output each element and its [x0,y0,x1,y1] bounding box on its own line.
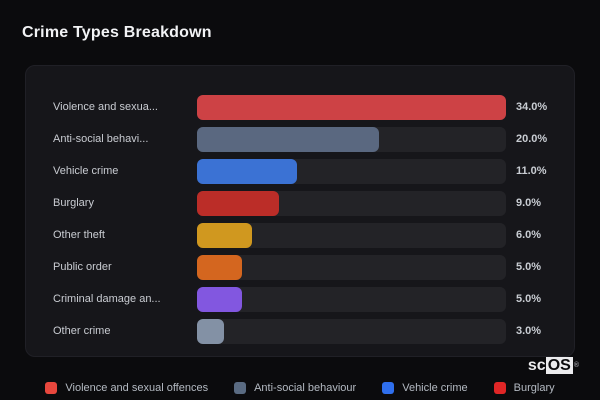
legend-label: Anti-social behaviour [254,382,357,394]
bar-track [197,318,506,344]
legend-swatch-icon [45,382,58,394]
legend-item[interactable]: Violence and sexual offences [45,382,208,394]
legend-item[interactable]: Burglary [493,382,555,394]
legend-swatch-icon [382,382,395,394]
legend-label: Violence and sexual offences [65,382,209,394]
bar-track [197,254,506,280]
bar-track [197,190,506,216]
bar[interactable] [197,94,506,120]
bar[interactable] [197,190,279,216]
legend-label: Vehicle crime [402,382,468,394]
value-label: 9.0% [516,197,542,209]
value-label: 5.0% [516,261,542,273]
chart-row: Criminal damage an... 5.0% [26,283,574,315]
bar[interactable] [197,286,243,312]
bar-track [197,158,506,184]
chart-row: Vehicle crime 11.0% [26,155,574,187]
category-label: Burglary [53,197,94,209]
chart-row: Other crime 3.0% [26,315,574,347]
bar-track [197,126,506,152]
bar-track [197,94,506,120]
logo-text-sc: sc [527,357,546,374]
bar-track [197,222,506,248]
category-label: Anti-social behavi... [53,133,149,145]
chart-row: Other theft 6.0% [26,219,574,251]
category-label: Vehicle crime [53,165,119,177]
bar[interactable] [197,126,379,152]
category-label: Criminal damage an... [53,293,161,305]
category-label: Other crime [53,325,111,337]
bar-track [197,286,506,312]
page-title: Crime Types Breakdown [22,24,212,41]
legend-item[interactable]: Anti-social behaviour [234,382,356,394]
value-label: 5.0% [516,293,542,305]
bar[interactable] [197,158,297,184]
scos-logo: sc OS ® [528,356,579,376]
chart-row: Burglary 9.0% [26,187,574,219]
bar-chart: Violence and sexua... 34.0% Anti-social be… [26,91,574,347]
value-label: 3.0% [516,325,542,337]
registered-trademark-icon: ® [573,362,579,369]
category-label: Violence and sexua... [53,101,158,113]
legend-swatch-icon [234,382,247,394]
chart-panel: Violence and sexua... 34.0% Anti-social be… [25,65,575,357]
logo-text-os: OS [545,357,573,374]
value-label: 6.0% [516,229,542,241]
chart-legend: Violence and sexual offences Anti-social … [0,382,600,394]
value-label: 34.0% [516,101,548,113]
value-label: 20.0% [516,133,548,145]
category-label: Other theft [53,229,105,241]
chart-row: Violence and sexua... 34.0% [26,91,574,123]
legend-swatch-icon [493,382,506,394]
legend-item[interactable]: Vehicle crime [382,382,468,394]
value-label: 11.0% [516,165,547,177]
bar[interactable] [197,254,243,280]
category-label: Public order [53,261,112,273]
bar[interactable] [197,318,225,344]
legend-label: Burglary [513,382,555,394]
bar[interactable] [197,222,252,248]
chart-row: Anti-social behavi... 20.0% [26,123,574,155]
chart-row: Public order 5.0% [26,251,574,283]
